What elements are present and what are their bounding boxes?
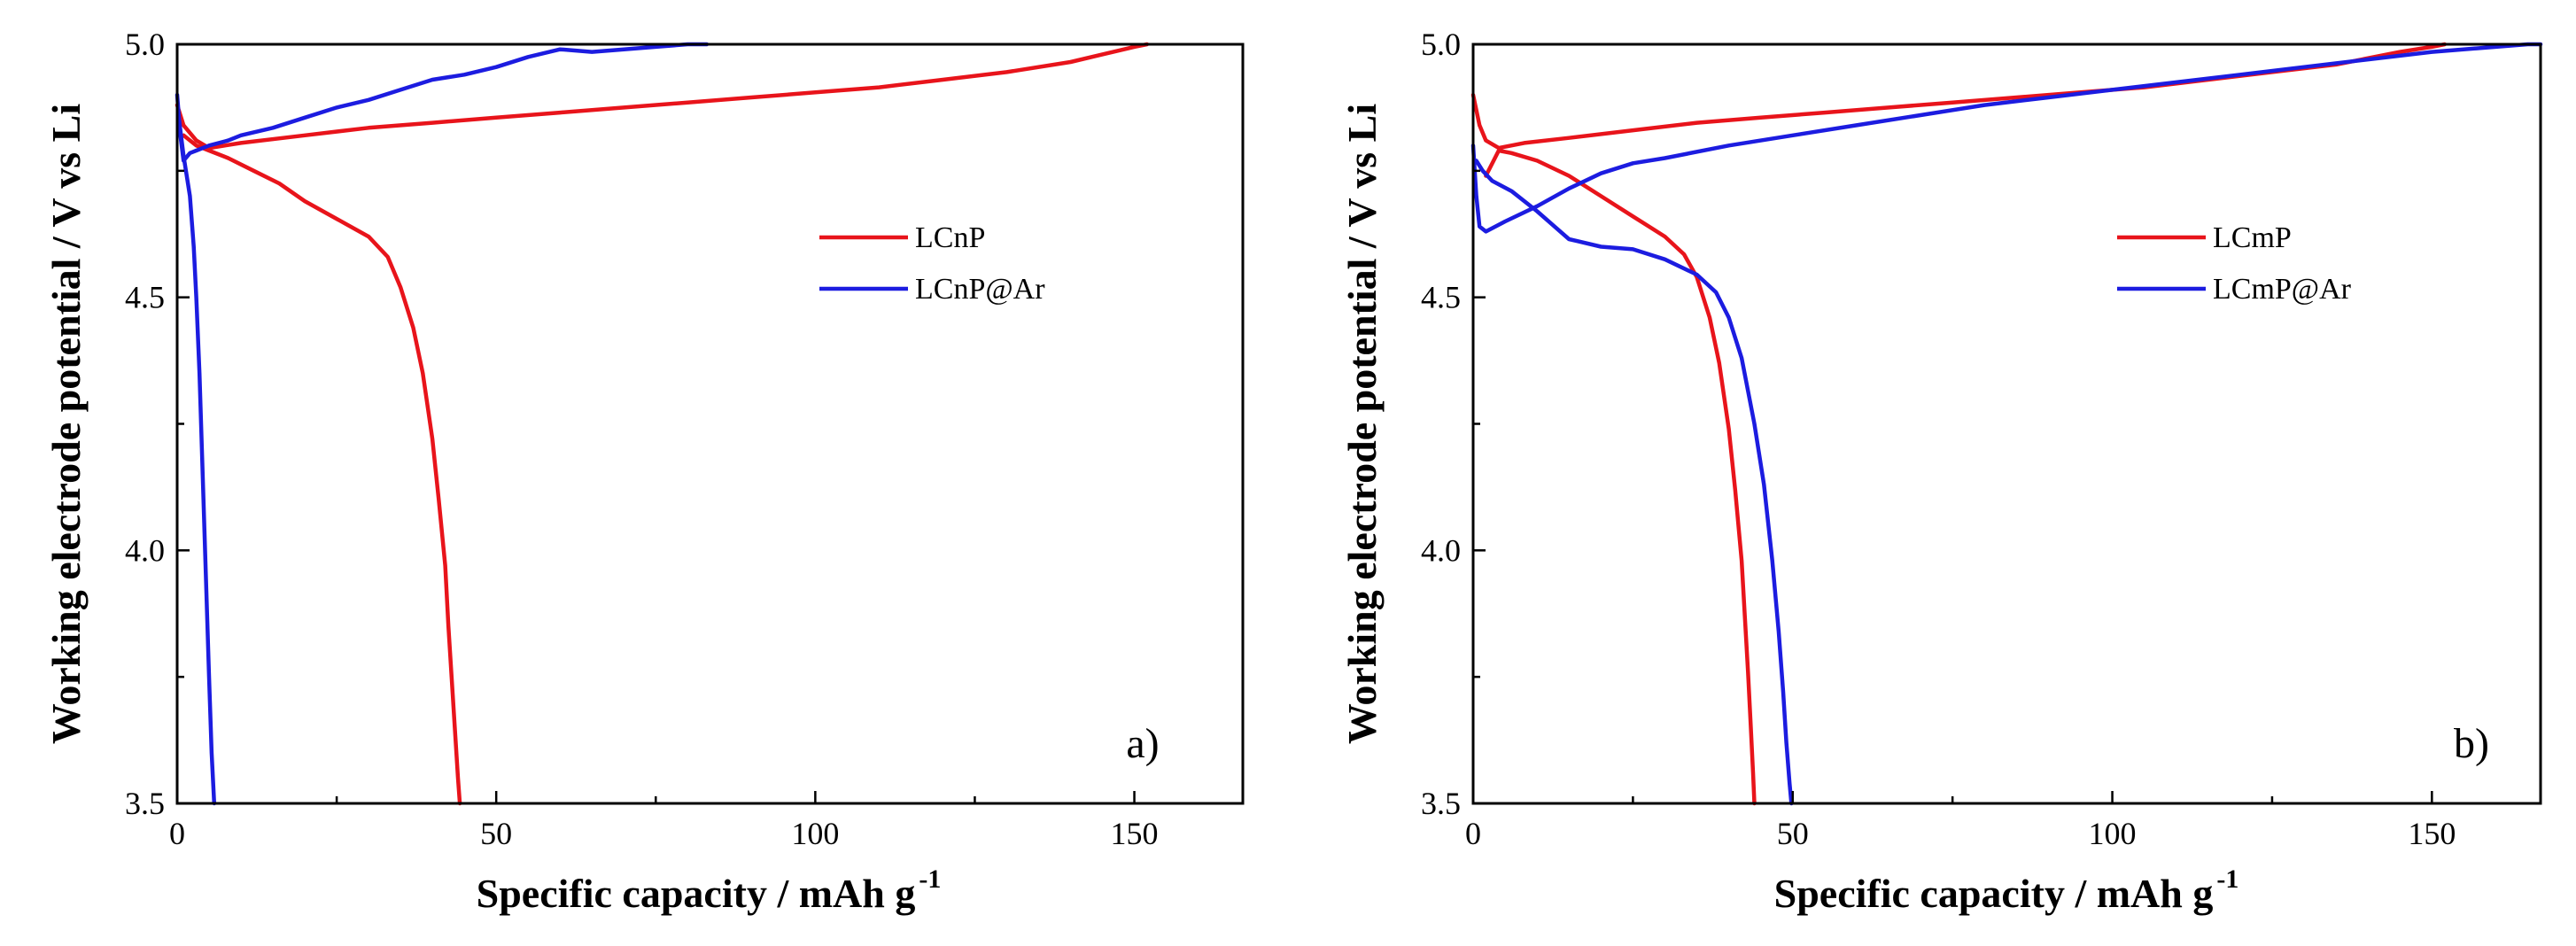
x-axis-title-text: Specific capacity / mAh g bbox=[1774, 871, 2214, 916]
x-tick-label: 0 bbox=[169, 816, 185, 851]
x-tick-label: 50 bbox=[480, 816, 512, 851]
chart-panel-a: 0 50 100 150 3.5 4.0 4.5 5.0 Specific capacity /… bbox=[43, 27, 1245, 916]
y-axis-title: Working electrode potential / V vs Li bbox=[43, 104, 89, 744]
plot-frame bbox=[175, 43, 1245, 805]
panel-label: a) bbox=[1126, 720, 1159, 767]
legend: LCnP LCnP@Ar bbox=[819, 221, 1045, 306]
legend-label: LCnP bbox=[915, 221, 985, 254]
series-line-lcmp-ar-discharge bbox=[1474, 159, 1794, 806]
y-tick-label: 3.5 bbox=[1421, 786, 1461, 821]
y-tick-label: 4.0 bbox=[1421, 532, 1461, 568]
series-line-lcnp-ar-charge bbox=[175, 42, 710, 163]
legend-label: LCnP@Ar bbox=[915, 273, 1045, 306]
x-tick-label: 50 bbox=[1777, 816, 1809, 851]
x-tick-label: 150 bbox=[1111, 816, 1159, 851]
y-axis-title: Working electrode potential / V vs Li bbox=[1339, 104, 1385, 744]
x-tick-label: 100 bbox=[791, 816, 839, 851]
legend: LCmP LCmP@Ar bbox=[2117, 221, 2352, 306]
x-axis-title: Specific capacity / mAh g -1 bbox=[477, 865, 942, 916]
legend-label: LCmP@Ar bbox=[2213, 273, 2352, 306]
x-tick-label: 100 bbox=[2089, 816, 2137, 851]
chart-panel-b: 0 50 100 150 3.5 4.0 4.5 5.0 Specific capacity /… bbox=[1339, 27, 2543, 916]
legend-label: LCmP bbox=[2213, 221, 2292, 254]
y-tick-label: 4.5 bbox=[125, 280, 165, 315]
x-axis-title-superscript: -1 bbox=[919, 865, 941, 894]
series-line-lcnp-discharge bbox=[181, 133, 462, 806]
series-line-lcmp-ar-charge bbox=[1470, 42, 2543, 234]
y-tick-label: 4.5 bbox=[1421, 280, 1461, 315]
x-axis-title-superscript: -1 bbox=[2216, 865, 2238, 894]
y-tick-label: 4.0 bbox=[125, 532, 165, 568]
x-axis-title: Specific capacity / mAh g -1 bbox=[1774, 865, 2239, 916]
x-axis-title-text: Specific capacity / mAh g bbox=[477, 871, 916, 916]
plot-frame bbox=[1471, 43, 2542, 805]
panel-label: b) bbox=[2454, 720, 2489, 767]
y-tick-label: 3.5 bbox=[125, 786, 165, 821]
series-line-lcmp-charge bbox=[1470, 42, 2448, 151]
series-line-lcnp-ar-discharge bbox=[176, 118, 217, 806]
y-tick-label: 5.0 bbox=[1421, 27, 1461, 62]
x-tick-label: 0 bbox=[1465, 816, 1481, 851]
series-line-lcnp-charge bbox=[175, 42, 1150, 151]
x-tick-label: 150 bbox=[2408, 816, 2456, 851]
series-line-lcmp-discharge bbox=[1484, 148, 1757, 806]
y-tick-label: 5.0 bbox=[125, 27, 165, 62]
